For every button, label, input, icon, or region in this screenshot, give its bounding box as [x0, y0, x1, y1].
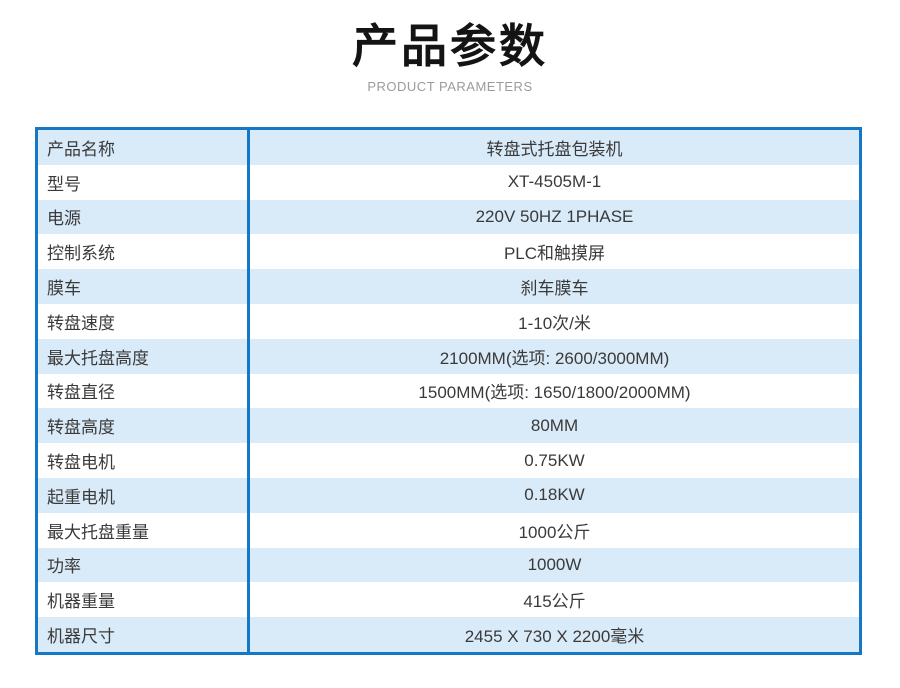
- table-row: 起重电机 0.18KW: [38, 477, 859, 513]
- param-label: 功率: [38, 547, 250, 583]
- param-label: 转盘电机: [38, 443, 250, 478]
- param-value: 415公斤: [523, 592, 586, 612]
- table-row: 转盘直径 1500MM(选项: 1650/1800/2000MM): [38, 373, 859, 409]
- param-value: PLC和触摸屏: [503, 244, 606, 264]
- params-table-body: 产品名称 转盘式托盘包装机型号 XT-4505M-1 电源 220V 50HZ 1PHA…: [38, 130, 859, 652]
- table-row: 最大托盘重量 1000公斤: [38, 512, 859, 548]
- param-value: 1500MM(选项: 1650/1800/2000MM): [418, 383, 691, 403]
- param-label: 产品名称: [38, 130, 250, 165]
- table-row: 转盘电机 0.75KW: [38, 443, 859, 478]
- param-value: 0.18KW: [524, 485, 585, 505]
- param-label: 最大托盘高度: [38, 338, 250, 374]
- param-label: 电源: [38, 199, 250, 235]
- param-value: 1000公斤: [518, 522, 591, 542]
- table-row: 膜车 刹车膜车: [38, 269, 859, 304]
- param-value: 转盘式托盘包装机: [486, 139, 623, 159]
- table-row: 机器重量 415公斤: [38, 582, 859, 618]
- param-value: 刹车膜车: [520, 279, 589, 299]
- param-value: 1000W: [527, 554, 582, 574]
- param-label: 机器尺寸: [38, 617, 250, 652]
- page-subtitle: PRODUCT PARAMETERS: [367, 79, 533, 94]
- param-value: 220V 50HZ 1PHASE: [475, 206, 634, 226]
- page-header: 产品参数 PRODUCT PARAMETERS: [0, 0, 900, 94]
- param-label: 最大托盘重量: [38, 512, 250, 548]
- table-row: 最大托盘高度 2100MM(选项: 2600/3000MM): [38, 338, 859, 374]
- param-label: 机器重量: [38, 582, 250, 618]
- page-title: 产品参数: [352, 20, 548, 72]
- param-value: 80MM: [530, 415, 579, 435]
- param-label: 起重电机: [38, 477, 250, 513]
- param-value: 2100MM(选项: 2600/3000MM): [439, 348, 670, 368]
- param-label: 转盘直径: [38, 373, 250, 409]
- param-value: 1-10次/米: [518, 313, 591, 333]
- param-label: 控制系统: [38, 234, 250, 270]
- table-row: 型号 XT-4505M-1: [38, 164, 859, 200]
- param-value: 2455 X 730 X 2200毫米: [464, 627, 645, 647]
- table-row: 电源 220V 50HZ 1PHASE: [38, 199, 859, 235]
- table-row: 机器尺寸 2455 X 730 X 2200毫米: [38, 617, 859, 652]
- parameters-table: 产品名称 转盘式托盘包装机型号 XT-4505M-1 电源 220V 50HZ 1PHA…: [35, 127, 862, 655]
- table-row: 产品名称 转盘式托盘包装机: [38, 130, 859, 165]
- table-row: 转盘高度 80MM: [38, 408, 859, 444]
- param-value: XT-4505M-1: [507, 172, 602, 192]
- table-row: 转盘速度 1-10次/米: [38, 303, 859, 339]
- param-label: 型号: [38, 164, 250, 200]
- param-label: 转盘速度: [38, 303, 250, 339]
- param-label: 转盘高度: [38, 408, 250, 444]
- param-label: 膜车: [38, 269, 250, 304]
- param-value: 0.75KW: [524, 450, 585, 470]
- table-row: 功率 1000W: [38, 547, 859, 583]
- table-row: 控制系统 PLC和触摸屏: [38, 234, 859, 270]
